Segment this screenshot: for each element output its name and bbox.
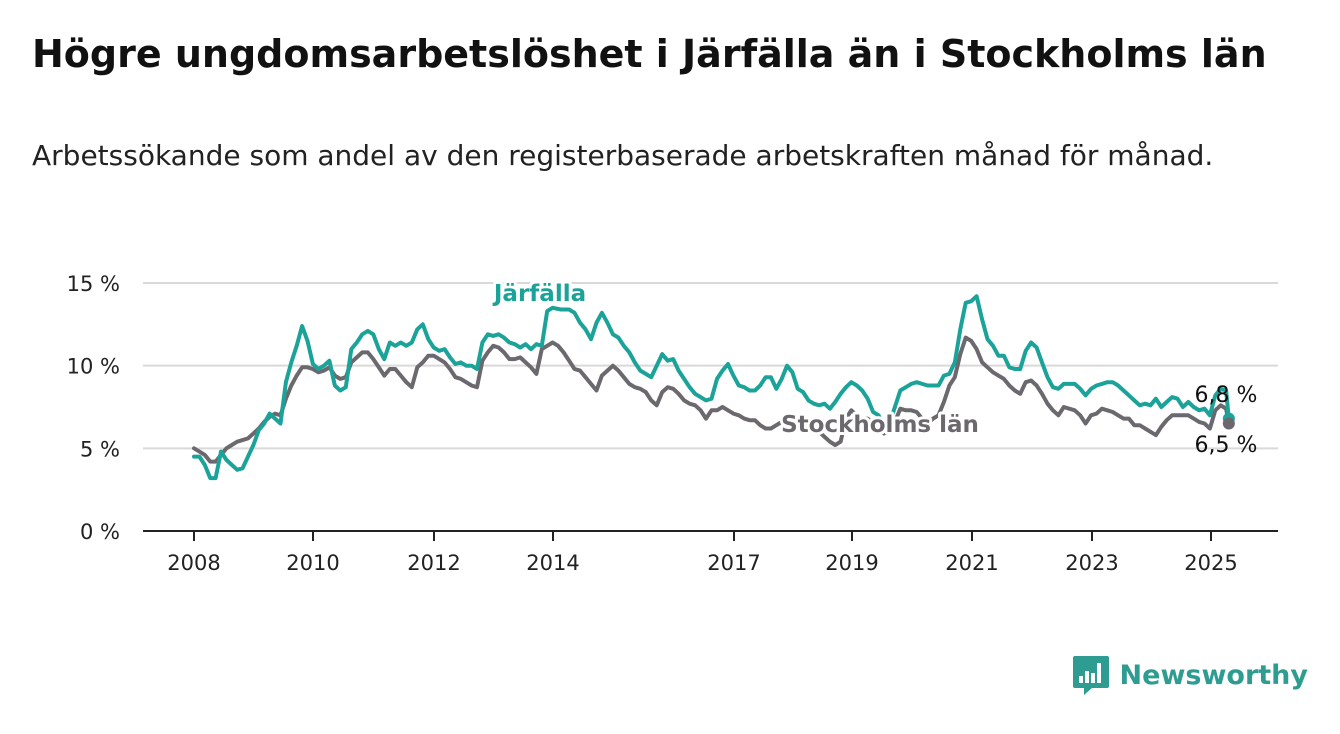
- y-tick-label: 15 %: [67, 272, 120, 296]
- end-label-stockholm: 6,5 %: [1195, 433, 1258, 458]
- x-axis: 2008 2010 2012 2014 2017 2019 2021 2023 2025: [167, 531, 1238, 575]
- y-axis: 0 % 5 % 10 % 15 %: [67, 272, 1278, 544]
- x-tick-label: 2017: [707, 551, 760, 575]
- x-tick-label: 2014: [526, 551, 579, 575]
- series-label-jarfalla: Järfälla: [492, 281, 586, 307]
- end-point: [1222, 417, 1235, 430]
- y-tick-label: 5 %: [80, 437, 120, 461]
- bar-chart-speech-bubble-icon: [1072, 656, 1109, 695]
- series-lines: [192, 294, 1235, 481]
- x-tick-label: 2019: [825, 551, 878, 575]
- newsworthy-logo[interactable]: Newsworthy: [1072, 654, 1308, 696]
- series-label-stockholm: Stockholms län: [781, 412, 979, 438]
- y-tick-label: 10 %: [67, 355, 120, 379]
- end-label-jarfalla: 6,8 %: [1195, 383, 1258, 408]
- series-line-stockholm: [192, 335, 1231, 464]
- series-label-stockholm-halo: Stockholms län: [781, 412, 979, 438]
- series-line-jarfalla: [192, 294, 1231, 481]
- brand-name: Newsworthy: [1119, 659, 1308, 691]
- x-tick-label: 2021: [945, 551, 998, 575]
- y-tick-label: 0 %: [80, 520, 120, 544]
- x-tick-label: 2008: [167, 551, 220, 575]
- x-tick-label: 2012: [407, 551, 460, 575]
- x-tick-label: 2025: [1184, 551, 1237, 575]
- page-title: Högre ungdomsarbetslöshet i Järfälla än …: [32, 32, 1267, 76]
- x-tick-label: 2010: [286, 551, 339, 575]
- x-tick-label: 2023: [1065, 551, 1118, 575]
- page-subtitle: Arbetssökande som andel av den registerb…: [32, 139, 1214, 172]
- series-label-jarfalla-halo: Järfälla: [492, 281, 586, 307]
